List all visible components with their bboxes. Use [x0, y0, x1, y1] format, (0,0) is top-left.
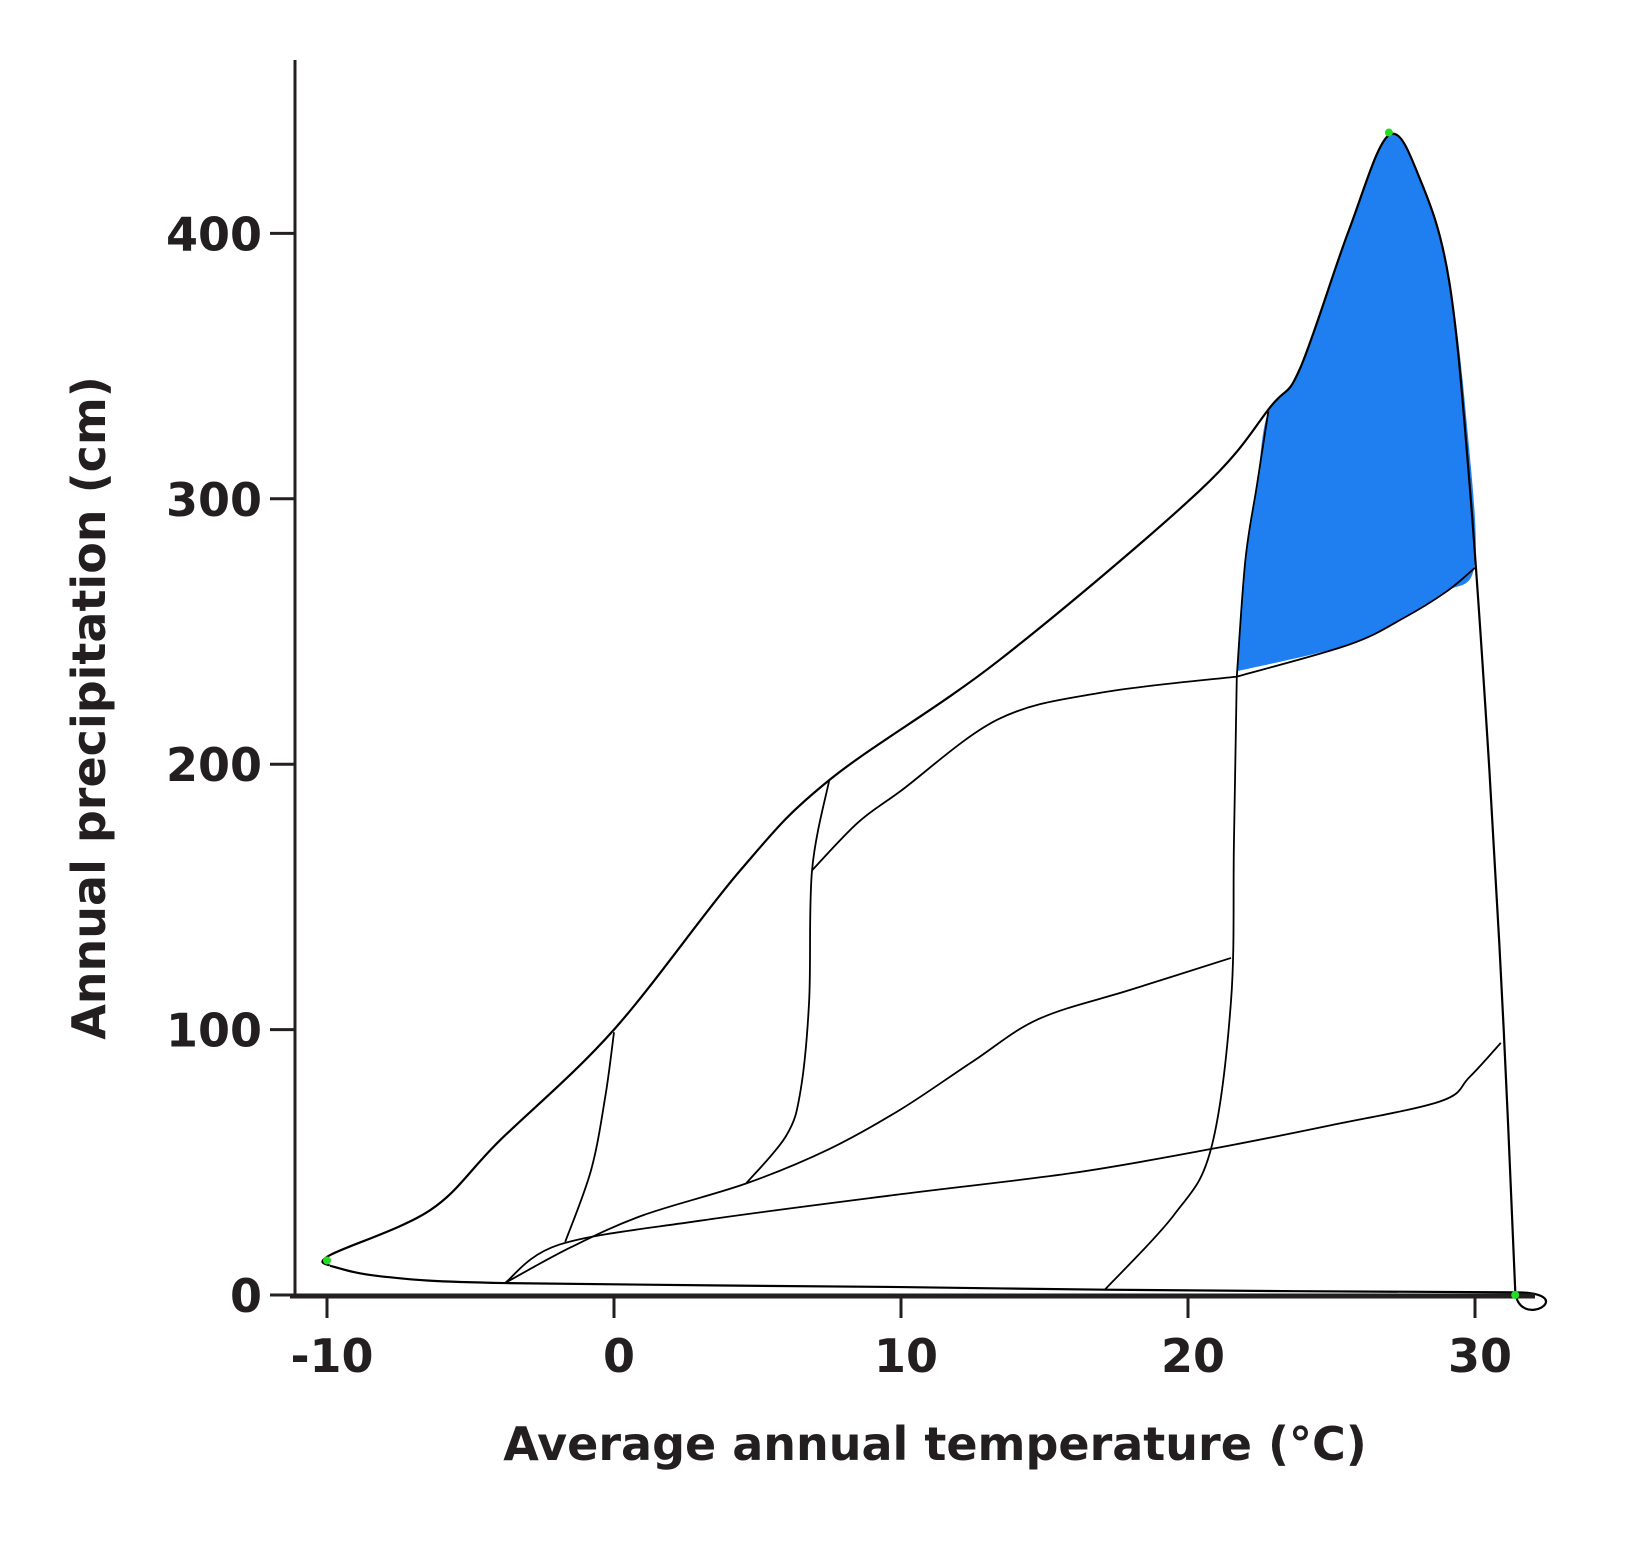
x-tick-label: -10 [290, 1329, 373, 1383]
divider-2 [504, 957, 1232, 1284]
y-tick-label: 200 [166, 738, 262, 792]
y-tick-label: 0 [230, 1269, 262, 1323]
x-tick-label: 30 [1448, 1329, 1512, 1383]
divider-1 [564, 1032, 615, 1243]
x-tick-label: 0 [603, 1329, 635, 1383]
divider-7 [1236, 567, 1476, 678]
divider-3 [745, 779, 831, 1185]
divider-6 [504, 1042, 1502, 1284]
y-axis-title: Annual precipitation (cm) [62, 376, 116, 1040]
x-tick-label: 10 [874, 1329, 938, 1383]
point-marker [1384, 128, 1393, 137]
point-marker [323, 1256, 331, 1265]
divider-5 [1104, 676, 1238, 1291]
x-tick-label: 20 [1161, 1329, 1225, 1383]
divider-8 [1235, 411, 1270, 677]
highlighted-biome [1236, 133, 1476, 672]
x-axis-title: Average annual temperature (°C) [503, 1417, 1367, 1471]
y-tick-label: 400 [166, 207, 262, 261]
point-marker [1511, 1291, 1520, 1299]
y-tick-label: 300 [166, 473, 262, 527]
divider-4 [811, 675, 1237, 871]
outer-boundary [321, 132, 1548, 1311]
y-tick-label: 100 [166, 1004, 262, 1058]
